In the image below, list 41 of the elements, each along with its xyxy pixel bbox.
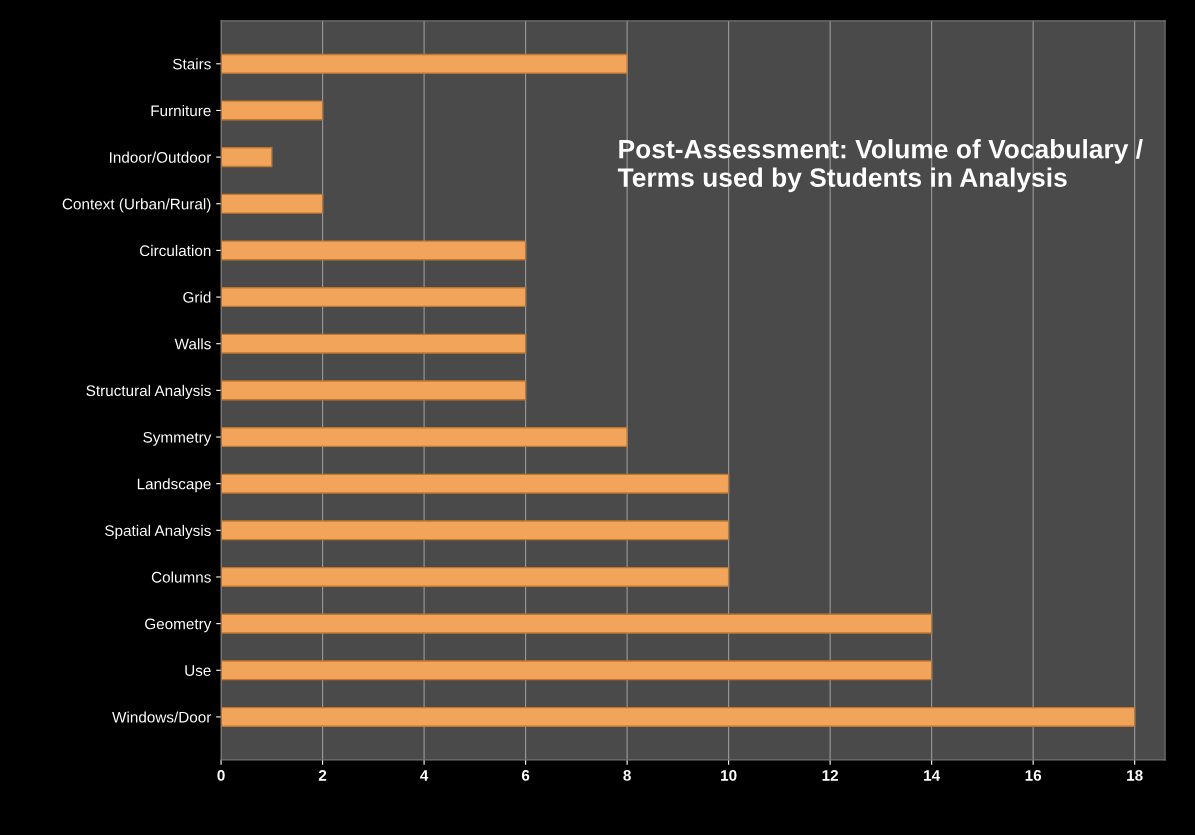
bar [221, 240, 527, 261]
bar [221, 473, 730, 494]
x-tick-label: 6 [521, 769, 530, 781]
y-tick-label: Furniture [151, 104, 211, 117]
x-tick-label: 10 [721, 769, 737, 781]
y-tick-label: Structural Analysis [86, 384, 211, 400]
y-tick-label: Symmetry [143, 431, 212, 446]
bar [221, 520, 730, 541]
bar [221, 660, 933, 681]
y-tick-label: Stairs [173, 58, 211, 70]
bar [221, 53, 628, 74]
bar [221, 706, 1136, 727]
bar [221, 100, 324, 121]
y-tick-label: Landscape [137, 478, 211, 493]
y-tick-label: Use [185, 665, 211, 676]
x-tick-label: 16 [1025, 769, 1042, 781]
bar [221, 426, 628, 448]
y-tick-label: Walls [174, 338, 211, 350]
x-tick-label: 8 [623, 769, 631, 781]
y-tick-label: Circulation [139, 244, 211, 257]
x-tick-label: 0 [217, 769, 225, 781]
x-tick-label: 2 [318, 769, 327, 781]
bar [221, 613, 933, 634]
bar [221, 380, 527, 401]
bar [221, 566, 730, 587]
x-tick-label: 14 [924, 770, 941, 781]
y-tick-label: Grid [183, 291, 211, 303]
y-tick-label: Columns [151, 571, 211, 583]
x-tick-label: 12 [822, 769, 839, 781]
y-tick-label: Windows/Door [112, 711, 212, 723]
x-tick-label: 18 [1127, 769, 1143, 781]
bar [221, 147, 273, 168]
bar [221, 287, 527, 308]
x-tick-label: 4 [420, 770, 429, 781]
bar [221, 333, 527, 354]
text: Post-Assessment: Volume of Vocabulary / Terms used by Students in Analysis [617, 139, 1143, 193]
y-tick-label: Spatial Analysis [105, 524, 211, 540]
y-tick-label: Indoor/Outdoor [110, 151, 212, 163]
y-tick-label: Geometry [145, 618, 212, 633]
bar [221, 193, 324, 214]
y-tick-label: Context (Urban/Rural) [62, 198, 211, 213]
